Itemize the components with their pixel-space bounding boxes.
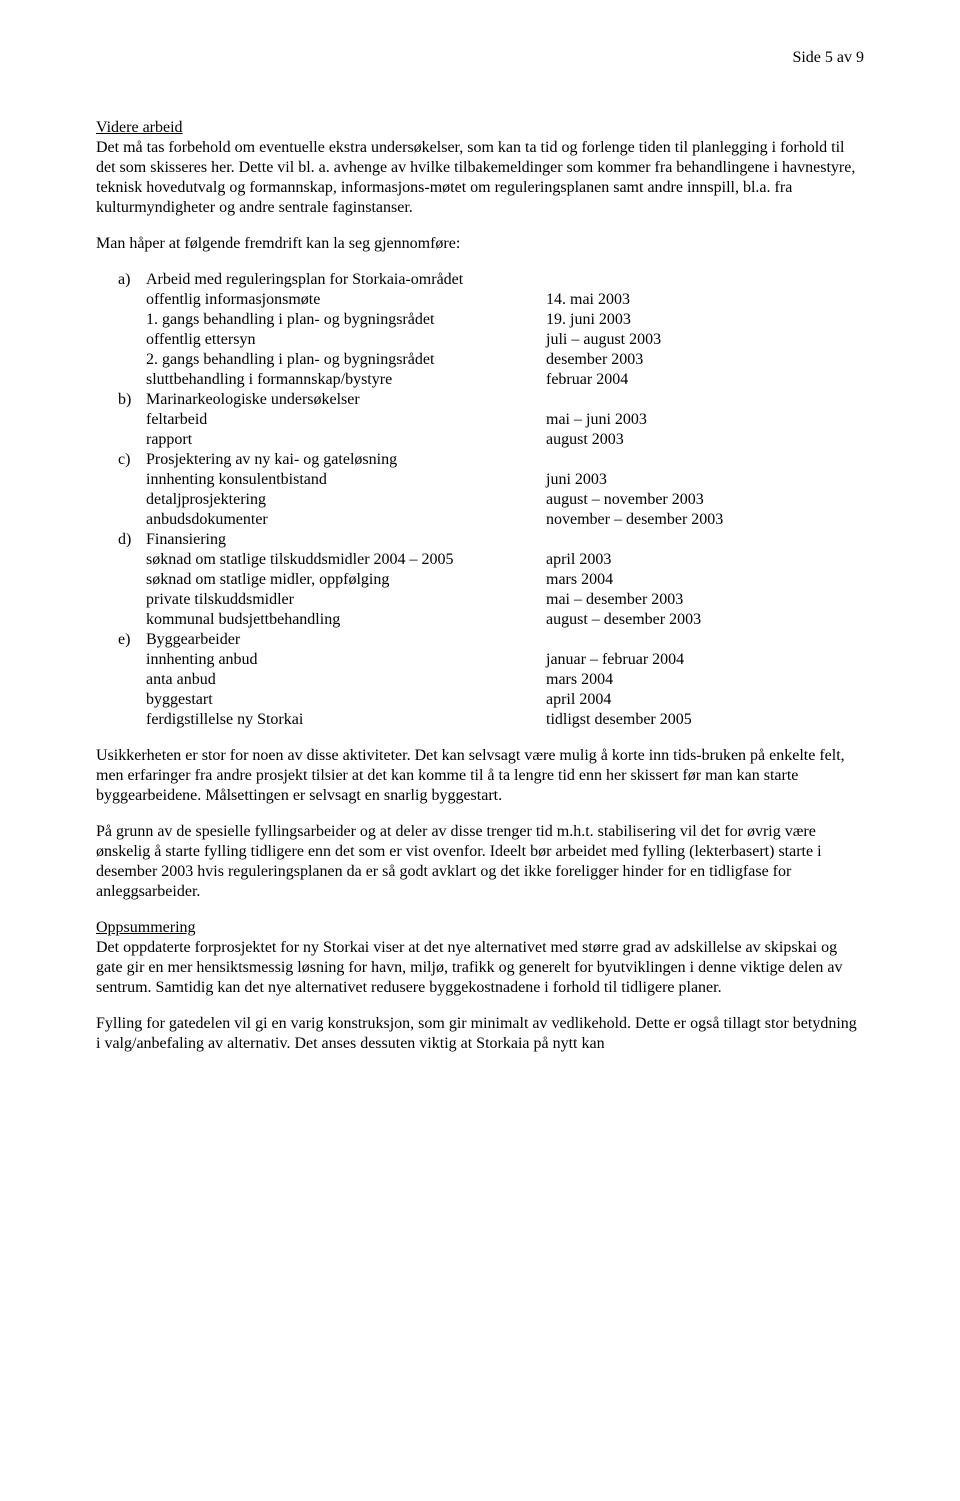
page-number: Side 5 av 9 <box>792 48 864 68</box>
schedule-date: januar – februar 2004 <box>546 650 864 670</box>
schedule-row: sluttbehandling i formannskap/bystyre fe… <box>96 370 864 390</box>
paragraph-5: Det oppdaterte forprosjektet for ny Stor… <box>96 938 864 998</box>
list-title-c: Prosjektering av ny kai- og gateløsning <box>146 450 864 470</box>
schedule-date: april 2003 <box>546 550 864 570</box>
schedule-row: detaljprosjektering august – november 20… <box>96 490 864 510</box>
heading-videre-arbeid: Videre arbeid <box>96 118 864 138</box>
schedule-label: kommunal budsjettbehandling <box>146 610 546 630</box>
schedule-date: 19. juni 2003 <box>546 310 864 330</box>
paragraph-3: Usikkerheten er stor for noen av disse a… <box>96 746 864 806</box>
schedule-date: juli – august 2003 <box>546 330 864 350</box>
schedule-row: private tilskuddsmidler mai – desember 2… <box>96 590 864 610</box>
page-content: Videre arbeid Det må tas forbehold om ev… <box>96 118 864 1054</box>
schedule-row: innhenting anbud januar – februar 2004 <box>96 650 864 670</box>
schedule-label: rapport <box>146 430 546 450</box>
paragraph-4: På grunn av de spesielle fyllingsarbeide… <box>96 822 864 902</box>
schedule-label: anta anbud <box>146 670 546 690</box>
schedule-row: 2. gangs behandling i plan- og bygningsr… <box>96 350 864 370</box>
schedule-row: anbudsdokumenter november – desember 200… <box>96 510 864 530</box>
schedule-date: 14. mai 2003 <box>546 290 864 310</box>
schedule-label: innhenting konsulentbistand <box>146 470 546 490</box>
schedule-date: mai – desember 2003 <box>546 590 864 610</box>
schedule-row: rapport august 2003 <box>96 430 864 450</box>
schedule-date: tidligst desember 2005 <box>546 710 864 730</box>
schedule-list: a) Arbeid med reguleringsplan for Storka… <box>96 270 864 730</box>
schedule-date: august 2003 <box>546 430 864 450</box>
list-item-c: c) Prosjektering av ny kai- og gateløsni… <box>96 450 864 470</box>
schedule-row: anta anbud mars 2004 <box>96 670 864 690</box>
paragraph-2: Man håper at følgende fremdrift kan la s… <box>96 234 864 254</box>
list-letter-a: a) <box>96 270 146 290</box>
schedule-row: feltarbeid mai – juni 2003 <box>96 410 864 430</box>
schedule-date: august – november 2003 <box>546 490 864 510</box>
schedule-date: juni 2003 <box>546 470 864 490</box>
schedule-label: anbudsdokumenter <box>146 510 546 530</box>
schedule-label: søknad om statlige tilskuddsmidler 2004 … <box>146 550 546 570</box>
schedule-date: desember 2003 <box>546 350 864 370</box>
schedule-label: ferdigstillelse ny Storkai <box>146 710 546 730</box>
paragraph-1: Det må tas forbehold om eventuelle ekstr… <box>96 138 864 218</box>
schedule-row: kommunal budsjettbehandling august – des… <box>96 610 864 630</box>
list-item-b: b) Marinarkeologiske undersøkelser <box>96 390 864 410</box>
list-title-d: Finansiering <box>146 530 864 550</box>
list-item-d: d) Finansiering <box>96 530 864 550</box>
schedule-date: april 2004 <box>546 690 864 710</box>
schedule-label: søknad om statlige midler, oppfølging <box>146 570 546 590</box>
schedule-row: byggestart april 2004 <box>96 690 864 710</box>
list-item-e: e) Byggearbeider <box>96 630 864 650</box>
schedule-date: november – desember 2003 <box>546 510 864 530</box>
list-title-b: Marinarkeologiske undersøkelser <box>146 390 864 410</box>
heading-oppsummering: Oppsummering <box>96 918 864 938</box>
schedule-label: feltarbeid <box>146 410 546 430</box>
schedule-row: innhenting konsulentbistand juni 2003 <box>96 470 864 490</box>
schedule-label: 1. gangs behandling i plan- og bygningsr… <box>146 310 546 330</box>
schedule-label: innhenting anbud <box>146 650 546 670</box>
schedule-date: februar 2004 <box>546 370 864 390</box>
schedule-label: detaljprosjektering <box>146 490 546 510</box>
schedule-date: mai – juni 2003 <box>546 410 864 430</box>
schedule-label: sluttbehandling i formannskap/bystyre <box>146 370 546 390</box>
list-title-e: Byggearbeider <box>146 630 864 650</box>
list-title-a: Arbeid med reguleringsplan for Storkaia-… <box>146 270 864 290</box>
schedule-date: august – desember 2003 <box>546 610 864 630</box>
schedule-row: offentlig ettersyn juli – august 2003 <box>96 330 864 350</box>
schedule-row: søknad om statlige tilskuddsmidler 2004 … <box>96 550 864 570</box>
schedule-row: søknad om statlige midler, oppfølging ma… <box>96 570 864 590</box>
schedule-date: mars 2004 <box>546 670 864 690</box>
list-letter-d: d) <box>96 530 146 550</box>
list-item-a: a) Arbeid med reguleringsplan for Storka… <box>96 270 864 290</box>
schedule-date: mars 2004 <box>546 570 864 590</box>
schedule-label: offentlig ettersyn <box>146 330 546 350</box>
schedule-label: byggestart <box>146 690 546 710</box>
list-letter-b: b) <box>96 390 146 410</box>
schedule-row: ferdigstillelse ny Storkai tidligst dese… <box>96 710 864 730</box>
list-letter-e: e) <box>96 630 146 650</box>
schedule-row: offentlig informasjonsmøte 14. mai 2003 <box>96 290 864 310</box>
schedule-label: private tilskuddsmidler <box>146 590 546 610</box>
list-letter-c: c) <box>96 450 146 470</box>
paragraph-6: Fylling for gatedelen vil gi en varig ko… <box>96 1014 864 1054</box>
schedule-label: 2. gangs behandling i plan- og bygningsr… <box>146 350 546 370</box>
document-page: Side 5 av 9 Videre arbeid Det må tas for… <box>0 0 960 1501</box>
schedule-label: offentlig informasjonsmøte <box>146 290 546 310</box>
schedule-row: 1. gangs behandling i plan- og bygningsr… <box>96 310 864 330</box>
